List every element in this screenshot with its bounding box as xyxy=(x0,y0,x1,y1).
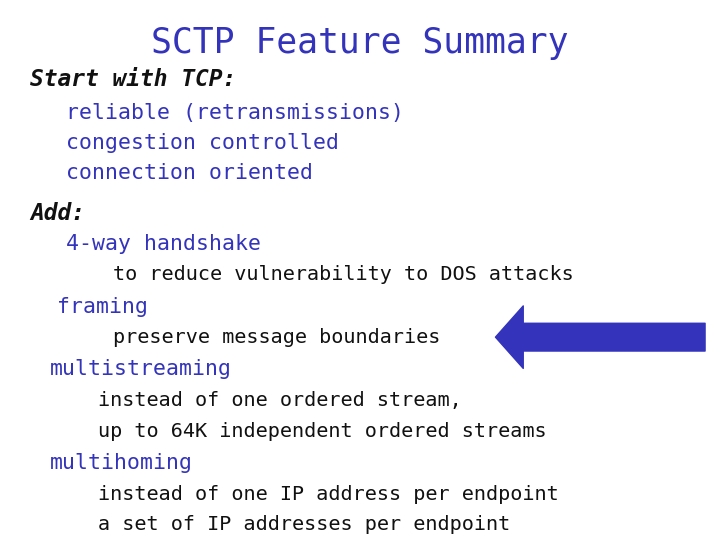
Text: multihoming: multihoming xyxy=(50,454,193,474)
Text: a set of IP addresses per endpoint: a set of IP addresses per endpoint xyxy=(98,515,510,534)
Text: framing: framing xyxy=(58,296,148,316)
Text: preserve message boundaries: preserve message boundaries xyxy=(112,328,440,347)
Text: SCTP Feature Summary: SCTP Feature Summary xyxy=(151,25,569,59)
Text: to reduce vulnerability to DOS attacks: to reduce vulnerability to DOS attacks xyxy=(112,265,573,284)
Text: Add:: Add: xyxy=(30,202,85,225)
Text: 4-way handshake: 4-way handshake xyxy=(66,234,261,254)
Text: up to 64K independent ordered streams: up to 64K independent ordered streams xyxy=(98,422,546,441)
Text: instead of one ordered stream,: instead of one ordered stream, xyxy=(98,391,462,410)
Text: congestion controlled: congestion controlled xyxy=(66,133,339,153)
Text: instead of one IP address per endpoint: instead of one IP address per endpoint xyxy=(98,484,559,503)
Text: multistreaming: multistreaming xyxy=(50,360,232,380)
Text: connection oriented: connection oriented xyxy=(66,163,313,183)
Text: reliable (retransmissions): reliable (retransmissions) xyxy=(66,103,404,123)
Text: Start with TCP:: Start with TCP: xyxy=(30,68,236,91)
